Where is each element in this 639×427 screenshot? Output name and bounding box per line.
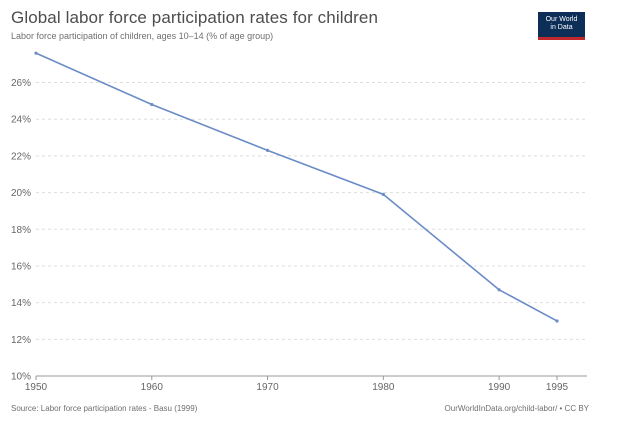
x-tick-label: 1995	[546, 382, 569, 393]
series-line	[35, 52, 558, 322]
y-tick-label: 26%	[11, 78, 31, 89]
x-tick-label: 1990	[488, 382, 511, 393]
x-tick-label: 1980	[372, 382, 395, 393]
logo-line-2: in Data	[550, 24, 573, 31]
data-point[interactable]	[555, 319, 559, 323]
y-tick-label: 18%	[11, 225, 31, 236]
chart-subtitle: Labor force participation of children, a…	[11, 31, 274, 41]
credit-link[interactable]: OurWorldInData.org/child-labor/ • CC BY	[444, 404, 589, 413]
y-tick-label: 12%	[11, 335, 31, 346]
logo-line-1: Our World	[545, 16, 578, 23]
x-tick-label: 1950	[25, 382, 48, 393]
data-series	[34, 51, 559, 323]
y-axis-ticks: 10% 12% 14% 16% 18% 20% 22% 24% 26%	[11, 78, 31, 382]
y-tick-label: 20%	[11, 188, 31, 199]
owid-logo[interactable]: Our World in Data	[538, 12, 585, 40]
y-tick-label: 24%	[11, 115, 31, 126]
y-tick-label: 22%	[11, 151, 31, 162]
data-point[interactable]	[34, 51, 38, 55]
x-tick-label: 1970	[256, 382, 279, 393]
data-point[interactable]	[497, 288, 501, 292]
chart-title: Global labor force participation rates f…	[11, 8, 379, 27]
y-tick-label: 14%	[11, 298, 31, 309]
grid-lines	[36, 82, 587, 340]
y-tick-label: 16%	[11, 261, 31, 272]
data-point[interactable]	[265, 148, 270, 152]
x-tick-label: 1960	[141, 382, 164, 393]
data-point[interactable]	[150, 102, 154, 107]
y-tick-label: 10%	[11, 372, 31, 383]
source-note: Source: Labor force participation rates …	[11, 404, 198, 413]
x-axis-ticks: 1950 1960 1970 1980 1990 1995	[25, 376, 569, 393]
data-point[interactable]	[381, 192, 385, 197]
